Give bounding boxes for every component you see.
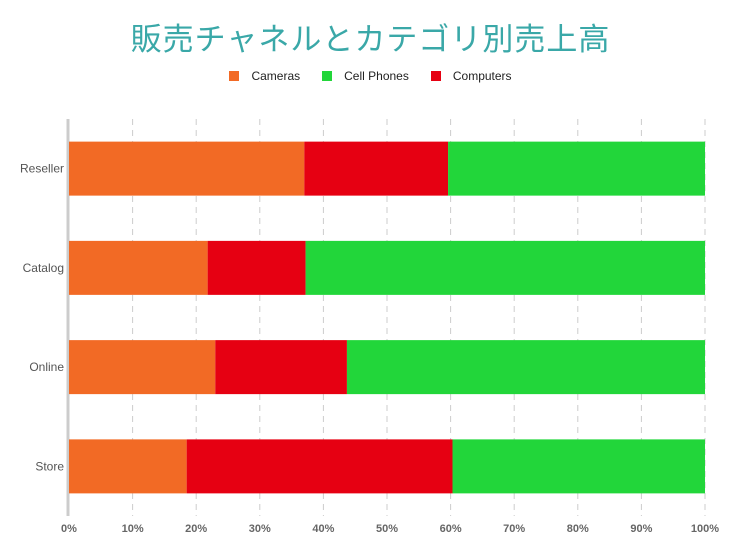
- x-tick-label: 100%: [691, 523, 719, 535]
- legend-swatch: [430, 71, 441, 81]
- x-tick-label: 50%: [376, 523, 398, 535]
- bar-segment: [215, 340, 347, 395]
- bar-segment: [304, 141, 449, 196]
- legend-swatch: [322, 71, 333, 81]
- x-tick-label: 10%: [122, 523, 144, 535]
- bar-segment: [452, 439, 705, 494]
- x-tick-label: 40%: [312, 523, 334, 535]
- bar-segment: [69, 439, 187, 494]
- bar-segment: [448, 141, 705, 196]
- bar-segment: [69, 340, 216, 395]
- y-category-label: Reseller: [20, 162, 64, 176]
- bar-segment: [69, 141, 305, 196]
- x-tick-label: 20%: [185, 523, 207, 535]
- legend-label: Cell Phones: [344, 69, 409, 83]
- bar-segment: [305, 240, 705, 295]
- bar-segment: [346, 340, 705, 395]
- bar-segment: [186, 439, 453, 494]
- legend-swatch: [229, 71, 240, 81]
- bar-segment: [69, 240, 208, 295]
- y-category-label: Online: [29, 360, 64, 374]
- legend-item[interactable]: Computers: [430, 69, 512, 83]
- bar-segment: [207, 240, 306, 295]
- x-tick-label: 70%: [503, 523, 525, 535]
- legend-label: Computers: [452, 69, 512, 83]
- y-category-label: Store: [35, 459, 64, 473]
- legend-label: Cameras: [251, 69, 301, 83]
- x-tick-label: 0%: [61, 523, 77, 535]
- x-tick-label: 80%: [567, 523, 589, 535]
- x-tick-label: 90%: [630, 523, 652, 535]
- chart-title: 販売チャネルとカテゴリ別売上高: [130, 22, 611, 58]
- x-tick-label: 30%: [249, 523, 271, 535]
- legend: Cameras Cell Phones Computers: [0, 69, 741, 83]
- legend-item[interactable]: Cell Phones: [322, 69, 409, 83]
- legend-item[interactable]: Cameras: [229, 69, 300, 83]
- y-category-label: Catalog: [23, 261, 64, 275]
- x-tick-label: 60%: [440, 523, 462, 535]
